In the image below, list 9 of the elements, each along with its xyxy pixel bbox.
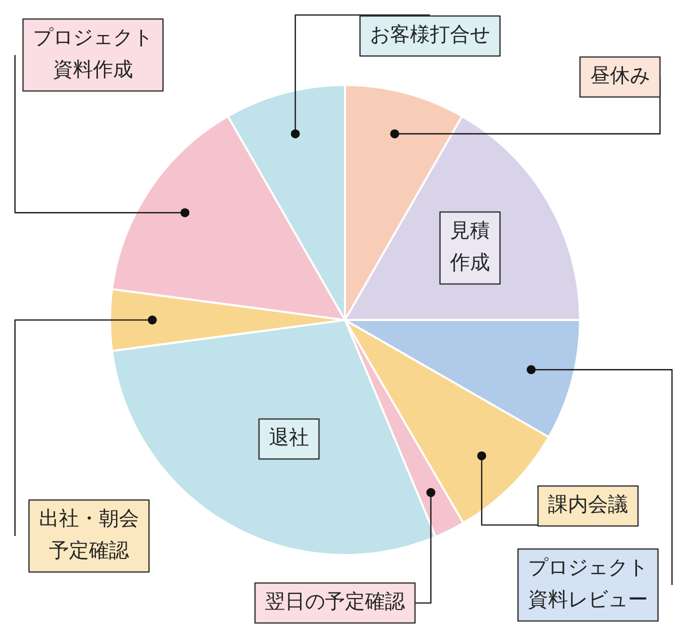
slice-label: 出社・朝会予定確認 (39, 506, 139, 562)
slice-label: 退社 (269, 425, 309, 450)
slice-label: プロジェクト資料作成 (33, 25, 153, 82)
slice-label: お客様打合せ (370, 22, 490, 46)
slice-label: 課内会議 (548, 492, 628, 516)
slice-label: 翌日の予定確認 (265, 589, 405, 614)
slice-label: 見積作成 (449, 218, 490, 274)
slice-label: プロジェクト資料レビュー (528, 555, 648, 612)
slice-label: 昼休み (590, 63, 650, 88)
